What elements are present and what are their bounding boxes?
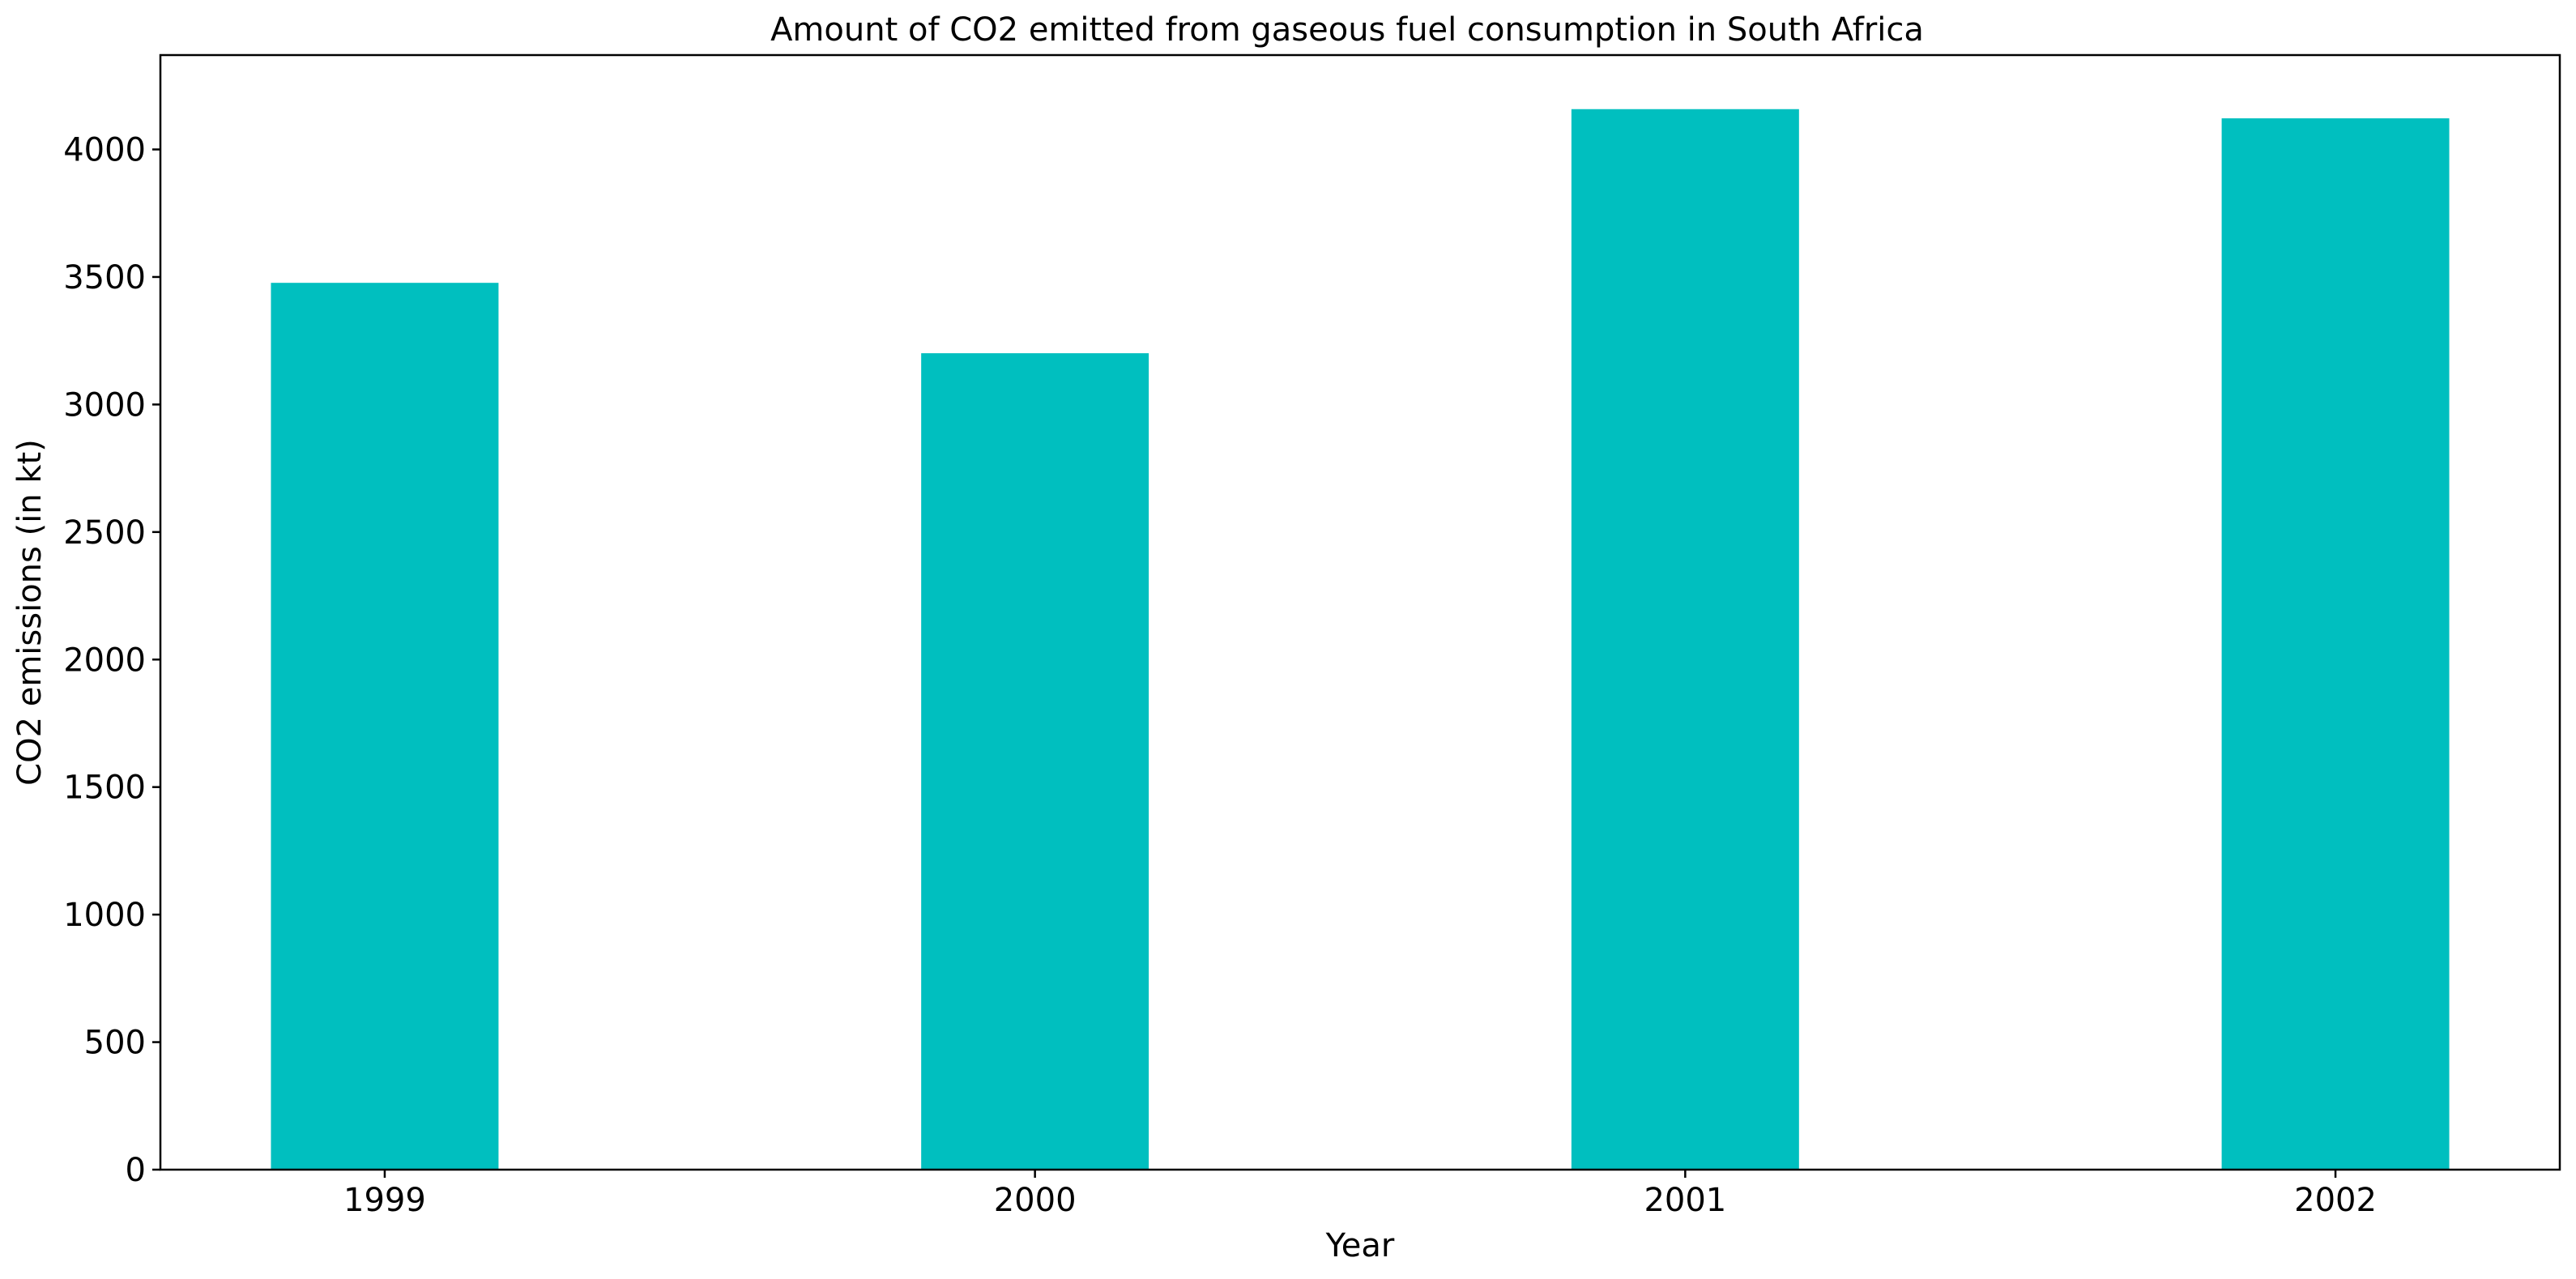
- y-tick-label: 500: [84, 1025, 146, 1062]
- y-tick-label: 3000: [63, 386, 146, 424]
- y-axis-label: CO2 emissions (in kt): [11, 439, 49, 786]
- y-tick-label: 1000: [63, 897, 146, 934]
- x-tick-label: 2001: [1644, 1182, 1726, 1219]
- y-tick-label: 3500: [63, 259, 146, 296]
- chart-title: Amount of CO2 emitted from gaseous fuel …: [770, 11, 1924, 49]
- bars-group: [271, 109, 2450, 1170]
- x-tick-label: 2002: [2294, 1182, 2377, 1219]
- y-tick-label: 1500: [63, 770, 146, 807]
- bar-1999: [271, 283, 499, 1170]
- x-tick-label: 2000: [994, 1182, 1077, 1219]
- plot-frame: [159, 53, 2561, 1171]
- x-axis-label: Year: [1325, 1227, 1395, 1264]
- bar-2001: [1571, 109, 1799, 1170]
- y-tick-label: 0: [126, 1152, 146, 1189]
- y-tick-label: 2000: [63, 642, 146, 679]
- y-tick-label: 4000: [63, 132, 146, 169]
- y-tick-label: 2500: [63, 514, 146, 552]
- bar-2000: [921, 353, 1149, 1170]
- y-axis-ticks: 0 500 1000 1500 2000 2500 3000 3500 4000: [63, 132, 160, 1189]
- x-tick-label: 1999: [343, 1182, 426, 1219]
- x-axis-ticks: 1999 2000 2001 2002: [343, 1170, 2377, 1219]
- bar-2002: [2221, 118, 2450, 1170]
